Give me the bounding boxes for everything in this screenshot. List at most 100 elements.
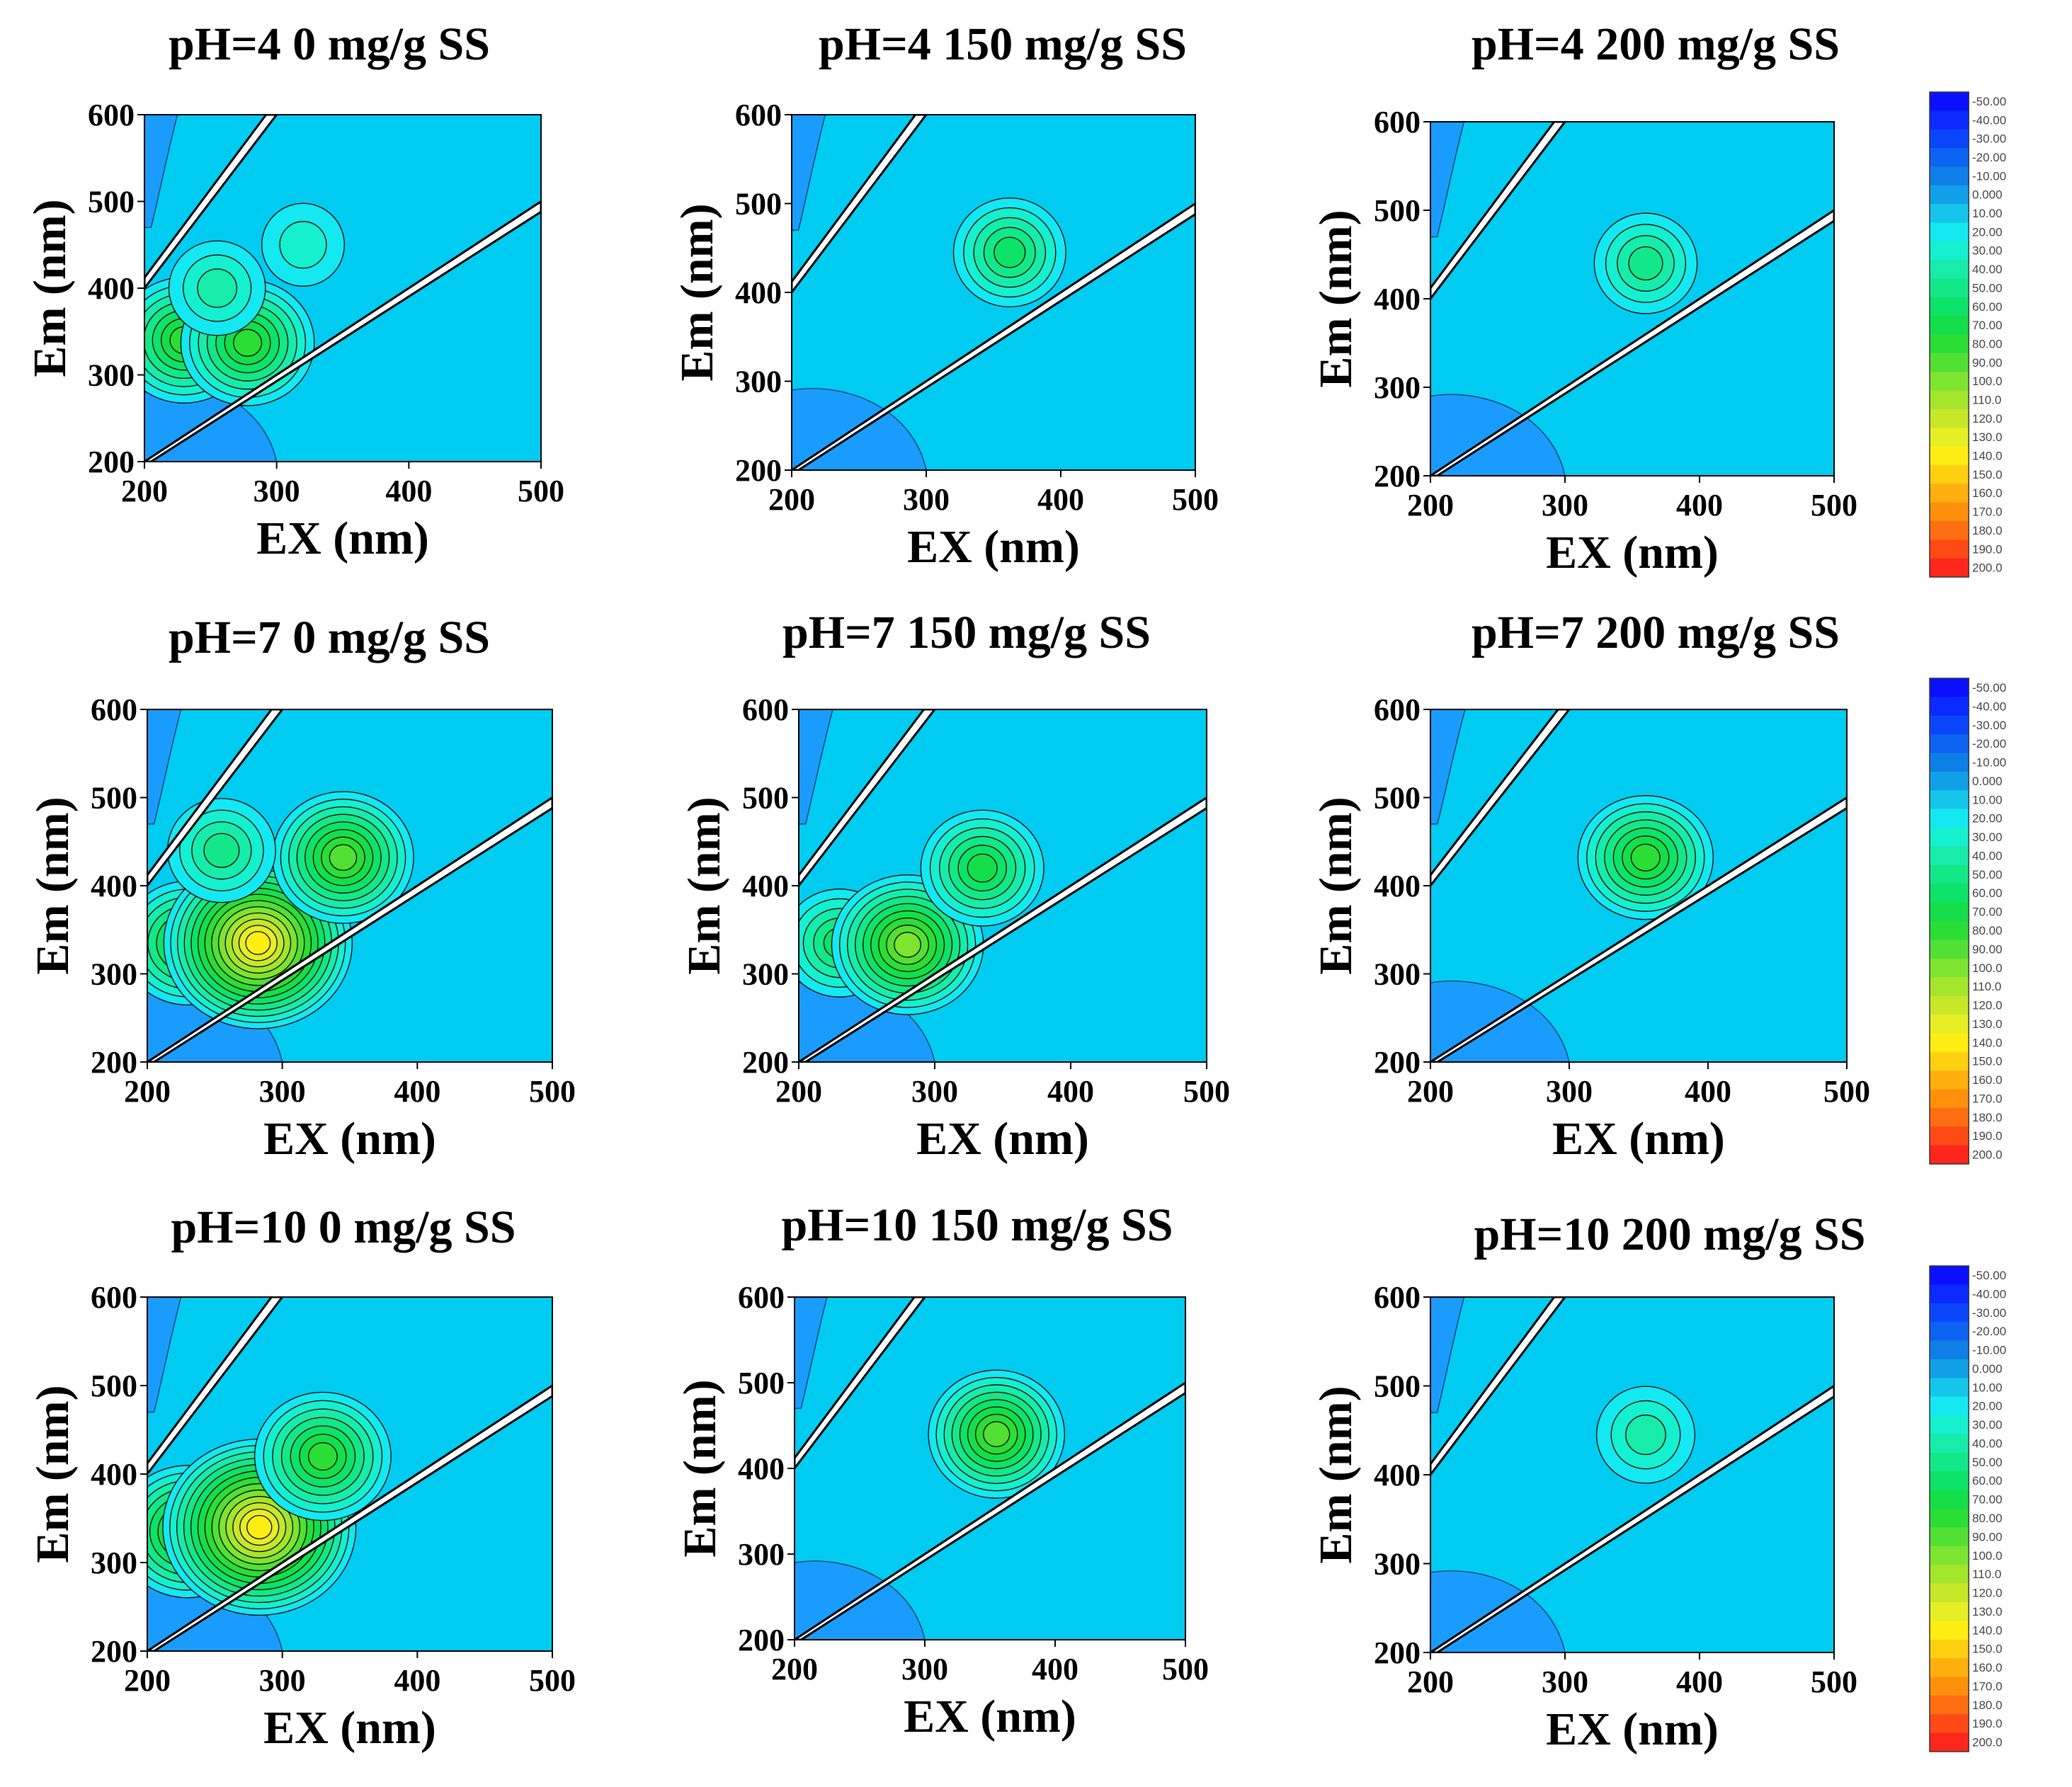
colorbar-label: -30.00 xyxy=(1972,1306,2006,1320)
x-tick-label: 500 xyxy=(1183,1074,1230,1109)
colorbar-label: 0.000 xyxy=(1972,775,2003,788)
colorbar-swatch xyxy=(1930,1714,1969,1734)
colorbar-swatch xyxy=(1930,678,1969,697)
colorbar-swatch xyxy=(1930,1565,1969,1585)
y-tick-label: 400 xyxy=(1374,1458,1421,1492)
x-tick-label: 400 xyxy=(1685,1074,1731,1109)
x-tick-label: 400 xyxy=(385,474,432,508)
colorbar-swatch xyxy=(1930,334,1969,354)
panels-layer: 200 300 400 500 200 300 400 500 600 EX (nm) Em (nm… xyxy=(24,98,1870,1755)
colorbar-swatch xyxy=(1930,1732,1969,1752)
y-tick-label: 600 xyxy=(91,692,137,727)
colorbar-label: -10.00 xyxy=(1972,756,2006,770)
y-tick-label: 500 xyxy=(1374,193,1421,228)
x-tick-label: 200 xyxy=(771,1652,818,1686)
y-tick-label: 400 xyxy=(1374,282,1421,316)
y-tick-label: 400 xyxy=(738,1451,785,1486)
colorbar-swatch xyxy=(1930,446,1969,466)
colorbar-label: 180.0 xyxy=(1972,1111,2003,1124)
colorbar-label: -40.00 xyxy=(1972,1287,2006,1301)
eem-panel: 200 300 400 500 200 300 400 500 600 EX (nm) Em (nm… xyxy=(1310,692,1870,1165)
colorbar-label: 40.00 xyxy=(1972,1437,2003,1450)
colorbar-label: 20.00 xyxy=(1972,1400,2003,1413)
scatter-band-second xyxy=(147,1297,284,1476)
x-tick-label: 200 xyxy=(121,474,168,508)
contour-peak xyxy=(967,853,998,883)
colorbar-label: 60.00 xyxy=(1972,300,2003,314)
eem-panel: 200 300 400 500 200 300 400 500 600 EX (nm) Em (nm… xyxy=(27,692,576,1165)
x-tick-label: 500 xyxy=(529,1663,576,1698)
colorbar-label: 60.00 xyxy=(1972,886,2003,900)
colorbar-swatch xyxy=(1930,428,1969,447)
colorbar-swatch xyxy=(1930,921,1969,940)
y-tick-label: 600 xyxy=(1374,105,1421,139)
x-tick-label: 200 xyxy=(775,1074,822,1109)
low-region xyxy=(147,1297,182,1413)
scatter-band-first xyxy=(799,796,1207,1062)
colorbar-label: 180.0 xyxy=(1972,1698,2003,1712)
colorbar-swatch xyxy=(1930,185,1969,205)
plot-area xyxy=(1430,1297,1834,1652)
colorbar-label: 0.000 xyxy=(1972,188,2003,202)
x-tick-label: 300 xyxy=(254,474,300,508)
colorbar-label: 100.0 xyxy=(1972,375,2003,388)
colorbar-label: 20.00 xyxy=(1972,225,2003,239)
panel-title: pH=10 150 mg/g SS xyxy=(782,1199,1173,1251)
colorbar-label: -40.00 xyxy=(1972,700,2006,713)
colorbar-swatch xyxy=(1930,1490,1969,1509)
y-tick-label: 300 xyxy=(735,365,782,399)
y-tick-label: 200 xyxy=(742,1045,789,1080)
colorbar-swatch xyxy=(1930,316,1969,335)
y-tick-label: 500 xyxy=(742,781,789,816)
x-tick-label: 200 xyxy=(768,482,815,517)
y-tick-label: 200 xyxy=(88,445,135,479)
x-axis-label: EX (nm) xyxy=(907,521,1080,573)
colorbar-label: 170.0 xyxy=(1972,1092,2003,1105)
colorbar-swatch xyxy=(1930,828,1969,847)
colorbar-swatch xyxy=(1930,1434,1969,1454)
colorbar-swatch xyxy=(1930,697,1969,716)
panel-title: pH=7 0 mg/g SS xyxy=(169,612,490,663)
colorbar-label: 50.00 xyxy=(1972,868,2003,881)
y-tick-label: 200 xyxy=(91,1634,137,1669)
low-region xyxy=(144,115,178,228)
colorbar-swatch xyxy=(1930,1014,1969,1034)
colorbar-label: -10.00 xyxy=(1972,1344,2006,1357)
eem-panel: 200 300 400 500 200 300 400 500 600 EX (nm) Em (nm… xyxy=(678,692,1230,1165)
colorbar-swatch xyxy=(1930,484,1969,503)
colorbar-swatch xyxy=(1930,902,1969,922)
colorbar-swatch xyxy=(1930,1602,1969,1621)
x-tick-label: 200 xyxy=(1407,1074,1454,1109)
y-axis-label: Em (nm) xyxy=(27,1385,79,1563)
colorbar-label: 150.0 xyxy=(1972,1055,2003,1068)
y-tick-label: 500 xyxy=(1374,781,1421,816)
colorbar-label: 70.00 xyxy=(1972,319,2003,332)
x-axis-label: EX (nm) xyxy=(904,1691,1076,1742)
contour-peak xyxy=(894,932,921,958)
eem-panel: 200 300 400 500 200 300 400 500 600 EX (nm) Em (nm… xyxy=(27,1280,576,1754)
colorbar-label: -40.00 xyxy=(1972,113,2006,127)
x-tick-label: 300 xyxy=(1542,488,1588,523)
colorbar-label: 80.00 xyxy=(1972,1512,2003,1525)
colorbar-swatch xyxy=(1930,558,1969,578)
x-tick-label: 400 xyxy=(394,1074,440,1109)
y-tick-label: 500 xyxy=(91,781,137,816)
colorbar-swatch xyxy=(1930,297,1969,316)
colorbar-swatch xyxy=(1930,1359,1969,1378)
contour-peak xyxy=(1630,843,1661,872)
y-axis-label: Em (nm) xyxy=(678,797,730,974)
colorbar-swatch xyxy=(1930,1396,1969,1416)
low-region xyxy=(1430,709,1466,825)
colorbar-swatch xyxy=(1930,92,1969,111)
colorbar-label: 110.0 xyxy=(1972,980,2001,993)
colorbar-swatch xyxy=(1930,1089,1969,1109)
y-tick-label: 300 xyxy=(1374,1547,1421,1582)
scatter-band-first xyxy=(1430,1384,1834,1652)
colorbar-swatch xyxy=(1930,166,1969,186)
colorbar-label: 110.0 xyxy=(1972,394,2001,407)
y-tick-label: 400 xyxy=(91,1457,137,1492)
y-tick-label: 500 xyxy=(735,187,782,222)
colorbar-label: 40.00 xyxy=(1972,263,2003,276)
colorbar-label: 130.0 xyxy=(1972,1017,2003,1031)
contour-peak xyxy=(197,268,238,308)
